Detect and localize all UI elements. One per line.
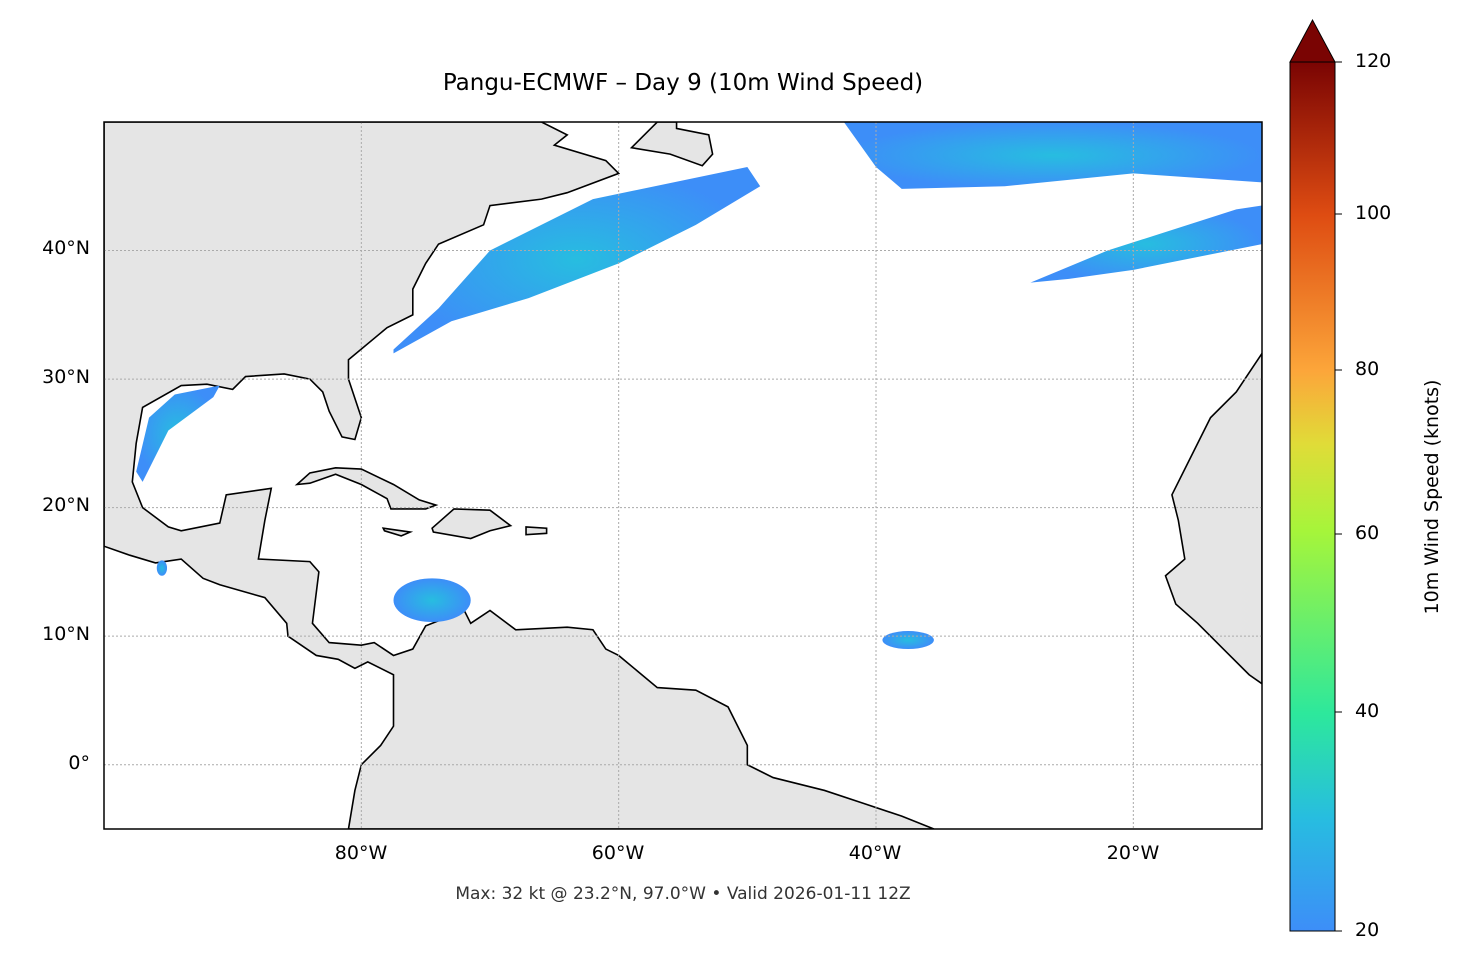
cb-tick-120: 120 bbox=[1355, 50, 1392, 72]
hispaniola bbox=[431, 508, 513, 540]
newfoundland bbox=[629, 122, 714, 167]
wind-area-tropical-atlantic bbox=[882, 631, 934, 650]
x-tick-20w: 20°W bbox=[1106, 842, 1160, 864]
colorbar-label: 10m Wind Speed (knots) bbox=[1421, 379, 1443, 615]
map-title: Pangu-ECMWF – Day 9 (10m Wind Speed) bbox=[442, 70, 924, 96]
wind-area-caribbean bbox=[393, 578, 471, 623]
wind-area-azores bbox=[1030, 205, 1262, 283]
colorbar bbox=[1289, 18, 1342, 932]
africa-landmass bbox=[1164, 351, 1262, 685]
wind-area-gulf-of-mexico bbox=[136, 385, 220, 482]
wind-area-north-atlantic bbox=[843, 122, 1262, 189]
y-tick-40n: 40°N bbox=[42, 237, 90, 259]
americas-landmass bbox=[104, 122, 935, 829]
x-tick-80w: 80°W bbox=[334, 842, 388, 864]
cb-tick-80: 80 bbox=[1355, 358, 1380, 380]
wind-area-tehuantepec bbox=[156, 560, 168, 576]
y-tick-20n: 20°N bbox=[42, 494, 90, 516]
x-tick-60w: 60°W bbox=[591, 842, 645, 864]
cb-tick-40: 40 bbox=[1355, 700, 1380, 722]
cb-tick-20: 20 bbox=[1355, 919, 1380, 941]
y-tick-30n: 30°N bbox=[42, 366, 90, 388]
cb-tick-100: 100 bbox=[1355, 202, 1392, 224]
footer-info: Max: 32 kt @ 23.2°N, 97.0°W • Valid 2026… bbox=[455, 884, 911, 904]
plot-frame bbox=[103, 121, 1263, 830]
x-tick-40w: 40°W bbox=[848, 842, 902, 864]
cb-tick-60: 60 bbox=[1355, 522, 1380, 544]
colorbar-gradient bbox=[1289, 61, 1336, 932]
puerto-rico bbox=[525, 526, 548, 536]
colorbar-extend-arrow bbox=[1289, 18, 1336, 63]
cuba bbox=[294, 466, 439, 510]
jamaica bbox=[381, 527, 414, 537]
wind-area-northeast-us bbox=[393, 166, 761, 354]
y-tick-10n: 10°N bbox=[42, 623, 90, 645]
y-tick-0: 0° bbox=[68, 752, 90, 774]
